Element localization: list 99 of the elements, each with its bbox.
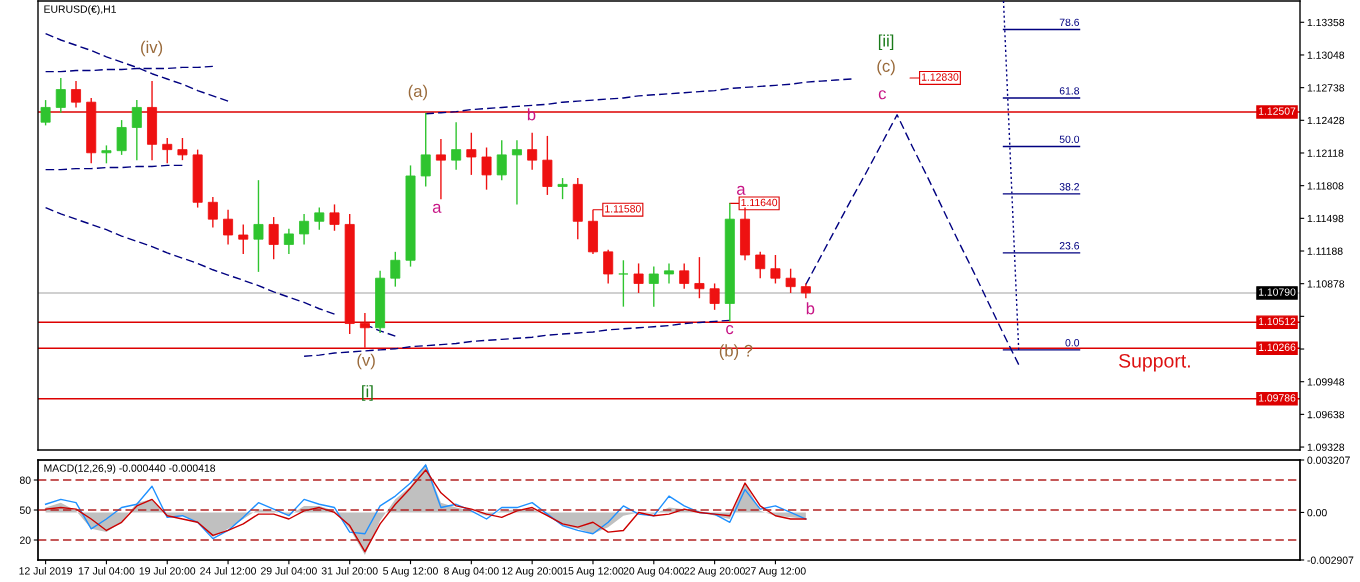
- annotation: 1.12830: [921, 73, 959, 81]
- y-tick-label: 1.09948: [1307, 378, 1345, 386]
- x-tick-label: 12 Aug 20:00: [502, 567, 563, 577]
- annotation: [ii]: [878, 34, 894, 51]
- candlestick: [527, 132, 538, 171]
- candlestick: [390, 251, 401, 288]
- candlestick: [223, 208, 234, 246]
- series-label: 61.8: [1059, 87, 1080, 95]
- y-tick-label: 1.12118: [1307, 149, 1344, 157]
- x-tick-label: 19 Jul 20:00: [139, 566, 196, 575]
- annotation: a: [737, 185, 746, 195]
- candlestick: [329, 203, 340, 232]
- candlestick: [603, 249, 614, 285]
- annotation: (c): [877, 59, 895, 76]
- y-tick-label: 0.00: [1307, 508, 1327, 517]
- annotation: a: [432, 203, 442, 213]
- y-tick-label: 1.10878: [1307, 280, 1345, 288]
- ref-line-label: 1.10790: [1258, 288, 1296, 296]
- y-tick-label: 1.12428: [1307, 116, 1345, 125]
- candlestick: [694, 256, 705, 299]
- annotation: (a): [408, 84, 428, 101]
- y-tick-label: 1.13048: [1307, 51, 1345, 59]
- candlestick: [162, 137, 173, 165]
- candlestick: [648, 265, 659, 308]
- candlestick: [435, 138, 446, 200]
- y-tick-label: 0.003207: [1307, 456, 1350, 464]
- x-tick-label: 5 Aug 12:00: [383, 567, 438, 577]
- x-tick-label: 27 Aug 12:00: [745, 567, 806, 577]
- ref-line-label: 1.12507: [1258, 107, 1296, 115]
- annotation: Support.: [1119, 353, 1190, 372]
- y-tick-label: 1.09638: [1307, 410, 1345, 419]
- ref-line-label: 1.10266: [1258, 343, 1296, 351]
- annotation: 1.11640: [741, 198, 778, 207]
- y-tick-label: 1.11498: [1307, 214, 1344, 223]
- candlestick: [618, 259, 629, 308]
- candlestick: [116, 119, 127, 156]
- candlestick: [679, 262, 690, 290]
- candlestick: [466, 132, 477, 176]
- candlestick: [709, 282, 720, 311]
- chart-title: EURUSD(€),H1: [44, 5, 116, 15]
- candlestick: [664, 262, 674, 285]
- ref-line-label: 1.10512: [1258, 317, 1296, 326]
- candlestick: [496, 139, 507, 181]
- y-tick-label: 1.11808: [1307, 182, 1344, 190]
- candlestick: [253, 179, 264, 273]
- annotation: (v): [357, 353, 375, 370]
- annotation: c: [878, 90, 886, 100]
- candlestick: [755, 251, 766, 279]
- ref-line-label: 1.09786: [1258, 394, 1296, 402]
- y-tick-label: -0.002907: [1307, 556, 1354, 564]
- line-series: [44, 464, 807, 540]
- x-tick-label: 31 Jul 20:00: [321, 566, 378, 575]
- candlestick: [55, 77, 66, 114]
- annotation: c: [726, 325, 734, 335]
- candlestick: [481, 146, 492, 191]
- x-tick-label: 15 Aug 12:00: [563, 567, 624, 577]
- y2-tick-label: 80: [19, 476, 31, 484]
- candlestick: [511, 139, 522, 206]
- y2-tick-label: 20: [19, 536, 31, 544]
- candlestick: [314, 206, 325, 231]
- x-tick-label: 29 Jul 04:00: [261, 566, 317, 575]
- x-tick-label: 22 Aug 20:00: [684, 567, 745, 577]
- series-label: 38.2: [1059, 183, 1080, 191]
- candlestick: [359, 312, 370, 349]
- candlestick: [40, 99, 51, 127]
- annotation: 1.11580: [605, 205, 641, 213]
- annotation: (iv): [141, 40, 163, 57]
- y-tick-label: 1.09328: [1307, 443, 1345, 451]
- x-tick-label: 17 Jul 04:00: [78, 566, 135, 575]
- annotation: [i]: [362, 385, 373, 401]
- x-tick-label: 24 Jul 12:00: [200, 566, 257, 575]
- candlestick: [785, 268, 796, 294]
- x-tick-label: 12 Jul 2019: [19, 566, 73, 575]
- candlestick: [238, 223, 249, 255]
- series-label: 23.6: [1059, 242, 1080, 250]
- y-tick-label: 1.11188: [1307, 247, 1343, 255]
- x-tick-label: 20 Aug 04:00: [623, 567, 685, 577]
- candlestick: [207, 196, 218, 229]
- x-tick-label: 8 Aug 04:00: [443, 567, 499, 577]
- candlestick: [557, 177, 568, 200]
- candlestick: [71, 80, 81, 109]
- candlestick: [420, 112, 431, 188]
- y2-tick-label: 50: [19, 506, 31, 514]
- candlestick: [451, 121, 462, 171]
- chart-title: MACD(12,26,9) -0.000440 -0.000418: [44, 464, 216, 474]
- series-label: 78.6: [1059, 18, 1080, 27]
- line-series: [44, 32, 229, 102]
- candlestick: [283, 227, 294, 255]
- candlestick: [299, 213, 310, 246]
- annotation: b: [806, 302, 815, 315]
- candlestick: [770, 254, 781, 285]
- candlestick: [131, 99, 142, 161]
- candlestick: [633, 262, 644, 294]
- y-tick-label: 1.13358: [1307, 18, 1345, 27]
- y-tick-label: 1.12738: [1307, 84, 1345, 92]
- series-label: 50.0: [1059, 135, 1080, 143]
- candlestick: [268, 216, 279, 260]
- series-label: 0.0: [1065, 339, 1080, 347]
- candlestick: [177, 137, 188, 161]
